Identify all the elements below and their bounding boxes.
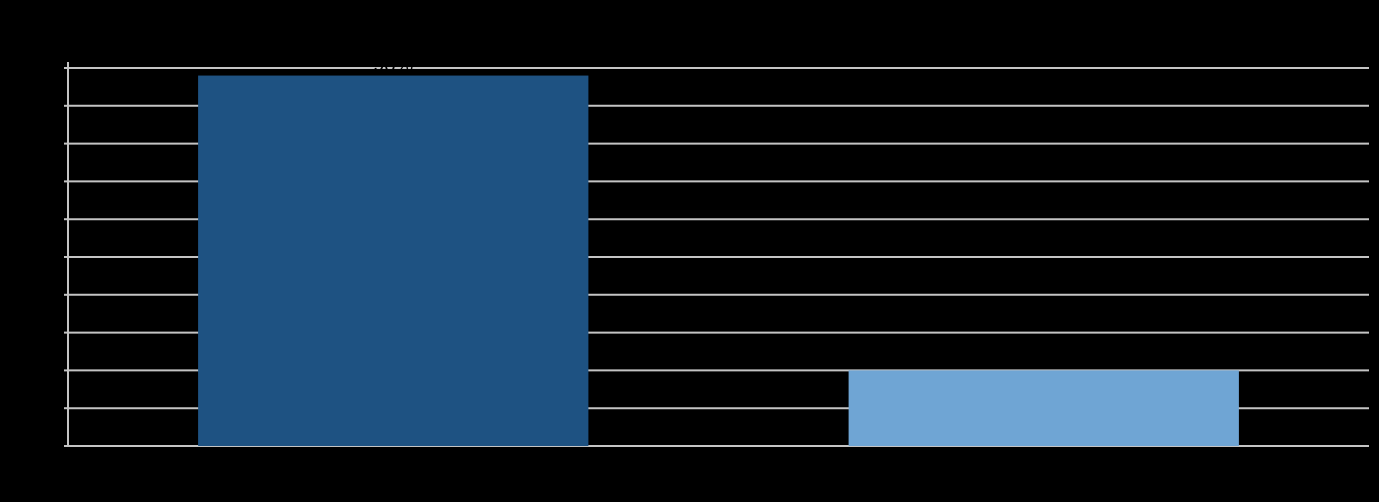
y-tick-label: 30 [36,321,58,343]
y-tick-label: 10 [36,396,58,418]
y-tick-label: 20 [36,359,58,381]
y-tick-label: 100 [25,56,58,78]
value-label: 20% [1024,349,1064,371]
y-tick-label: 40 [36,283,58,305]
y-tick-label: 80 [36,132,58,154]
y-tick-label: 60 [36,207,58,229]
bar [198,75,589,446]
bar [848,370,1239,446]
y-tick-label: 90 [36,94,58,116]
y-tick-label: 50 [36,245,58,267]
y-tick-label: 0 [47,434,58,456]
value-label: 98% [373,54,413,76]
y-tick-label: 70 [36,170,58,192]
